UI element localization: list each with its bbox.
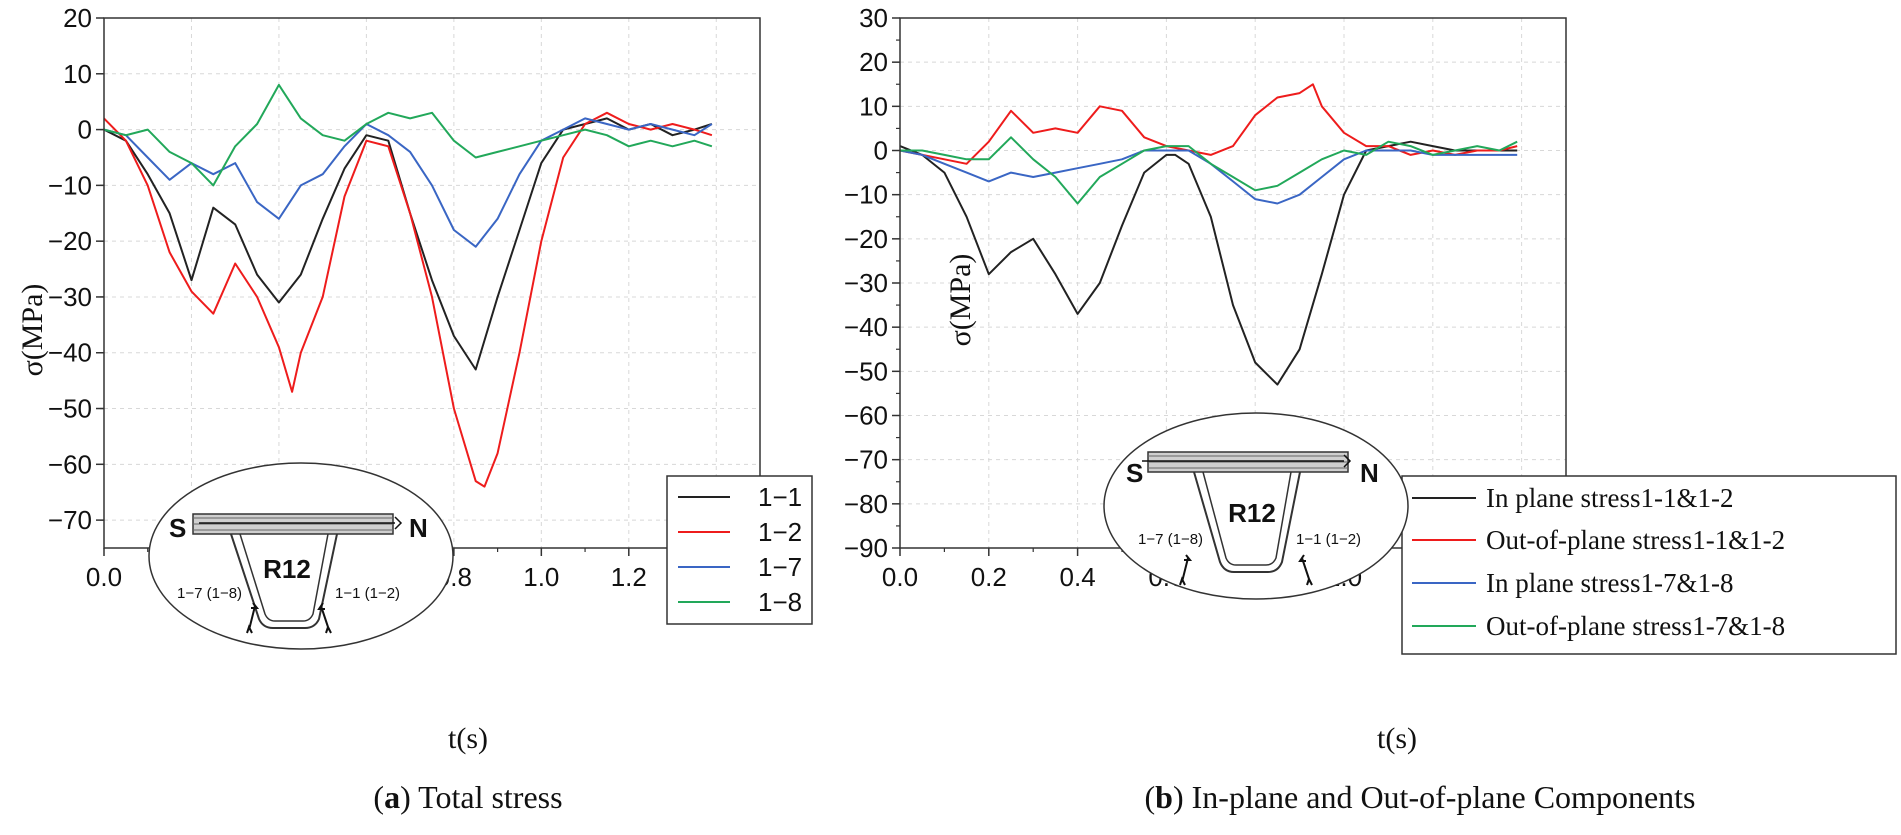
y-tick-label-b: −10 bbox=[844, 180, 888, 210]
series-line-b-2 bbox=[899, 83, 1518, 165]
inset-label-s: S bbox=[1126, 458, 1143, 488]
y-tick-label-b: −60 bbox=[844, 401, 888, 431]
legend-a-box bbox=[666, 475, 813, 625]
series-line-b-1 bbox=[899, 140, 1518, 386]
series-line-a-2 bbox=[103, 111, 713, 488]
series-line-a-3 bbox=[103, 117, 713, 248]
y-tick-label-a: 0 bbox=[78, 115, 92, 145]
y-axis-label-b: σ(MPa) bbox=[944, 254, 977, 347]
y-tick-label-b: −40 bbox=[844, 312, 888, 342]
inset-gauge-right: 1−1 (1−2) bbox=[1296, 531, 1361, 548]
inset-label-n: N bbox=[1360, 458, 1379, 488]
legend-b: In plane stress1-1&1-2 Out-of-plane stre… bbox=[1401, 475, 1897, 655]
gauge-arrow-left bbox=[1179, 554, 1193, 586]
legend-b-label-4: Out-of-plane stress1-7&1-8 bbox=[1486, 611, 1785, 641]
y-tick-label-a: −40 bbox=[48, 338, 92, 368]
caption-b: (b) In-plane and Out-of-plane Components bbox=[1145, 779, 1696, 815]
gauge-arrow-right bbox=[317, 602, 332, 634]
y-tick-label-a: −10 bbox=[48, 170, 92, 200]
series-line-b-4 bbox=[900, 136, 1518, 205]
y-tick-label-b: −20 bbox=[844, 224, 888, 254]
legend-a-label-1-7: 1−7 bbox=[758, 552, 802, 582]
y-axis-label-a: σ(MPa) bbox=[16, 284, 49, 377]
y-tick-label-b: 10 bbox=[859, 91, 888, 121]
y-tick-label-a: −50 bbox=[48, 394, 92, 424]
inset-gauge-right: 1−1 (1−2) bbox=[335, 585, 400, 602]
series-line-b-3 bbox=[899, 149, 1518, 205]
gauge-arrow-left bbox=[246, 602, 260, 634]
section-inset-a: S N R12 1−7 (1−8) 1−1 (1−2) bbox=[148, 462, 454, 650]
x-axis-label-b: t(s) bbox=[1377, 722, 1417, 755]
x-axis-label-a: t(s) bbox=[448, 722, 488, 755]
x-tick-label-b: 0.0 bbox=[882, 562, 918, 592]
chart-a: 0.00.20.40.60.81.01.21.420100−10−20−30−4… bbox=[16, 3, 813, 815]
inset-label-n: N bbox=[409, 513, 428, 543]
y-tick-label-a: −30 bbox=[48, 282, 92, 312]
y-tick-label-a: −60 bbox=[48, 449, 92, 479]
caption-a-letter: a bbox=[384, 779, 400, 815]
rib-outline bbox=[1193, 471, 1301, 573]
caption-b-text: In-plane and Out-of-plane Components bbox=[1184, 779, 1696, 815]
y-tick-label-b: −70 bbox=[844, 445, 888, 475]
legend-b-label-1: In plane stress1-1&1-2 bbox=[1486, 483, 1733, 513]
x-tick-label-b: 0.4 bbox=[1060, 562, 1096, 592]
inset-label-r12: R12 bbox=[1228, 498, 1276, 528]
y-tick-label-b: −50 bbox=[844, 356, 888, 386]
inset-gauge-left: 1−7 (1−8) bbox=[177, 585, 242, 602]
rib-outline bbox=[230, 533, 338, 629]
y-tick-label-b: −90 bbox=[844, 533, 888, 563]
y-tick-label-b: −80 bbox=[844, 489, 888, 519]
inset-gauge-left: 1−7 (1−8) bbox=[1138, 531, 1203, 548]
caption-a-text: Total stress bbox=[411, 779, 563, 815]
gauge-arrow-right bbox=[1298, 554, 1313, 586]
legend-b-label-2: Out-of-plane stress1-1&1-2 bbox=[1486, 525, 1785, 555]
y-tick-label-a: −20 bbox=[48, 226, 92, 256]
y-tick-label-a: 20 bbox=[63, 3, 92, 33]
series-line-a-1 bbox=[103, 117, 713, 371]
caption-a: (a) Total stress bbox=[373, 779, 562, 815]
section-inset-b: S N R12 1−7 (1−8) 1−1 (1−2) bbox=[1103, 412, 1409, 600]
chart-b: 0.00.20.40.60.81.01.21.43020100−10−20−30… bbox=[844, 3, 1897, 815]
y-tick-label-b: 20 bbox=[859, 47, 888, 77]
y-tick-label-b: 0 bbox=[874, 136, 888, 166]
legend-a: 1−1 1−2 1−7 1−8 bbox=[666, 475, 813, 625]
legend-a-label-1-1: 1−1 bbox=[758, 482, 802, 512]
legend-a-label-1-2: 1−2 bbox=[758, 517, 802, 547]
x-tick-label-b: 0.2 bbox=[971, 562, 1007, 592]
x-tick-label-a: 1.0 bbox=[523, 562, 559, 592]
series-line-a-4 bbox=[103, 83, 713, 187]
legend-b-label-3: In plane stress1-7&1-8 bbox=[1486, 568, 1733, 598]
x-tick-label-a: 1.2 bbox=[611, 562, 647, 592]
y-tick-label-b: 30 bbox=[859, 3, 888, 33]
inset-ellipse bbox=[148, 462, 454, 650]
legend-b-box bbox=[1401, 475, 1897, 655]
caption-b-letter: b bbox=[1155, 779, 1173, 815]
y-tick-label-a: 10 bbox=[63, 59, 92, 89]
x-tick-label-a: 0.0 bbox=[86, 562, 122, 592]
inset-label-r12: R12 bbox=[263, 554, 311, 584]
y-tick-label-a: −70 bbox=[48, 505, 92, 535]
legend-a-label-1-8: 1−8 bbox=[758, 587, 802, 617]
y-tick-label-b: −30 bbox=[844, 268, 888, 298]
plot-frame-a bbox=[103, 17, 761, 549]
inset-label-s: S bbox=[169, 513, 186, 543]
